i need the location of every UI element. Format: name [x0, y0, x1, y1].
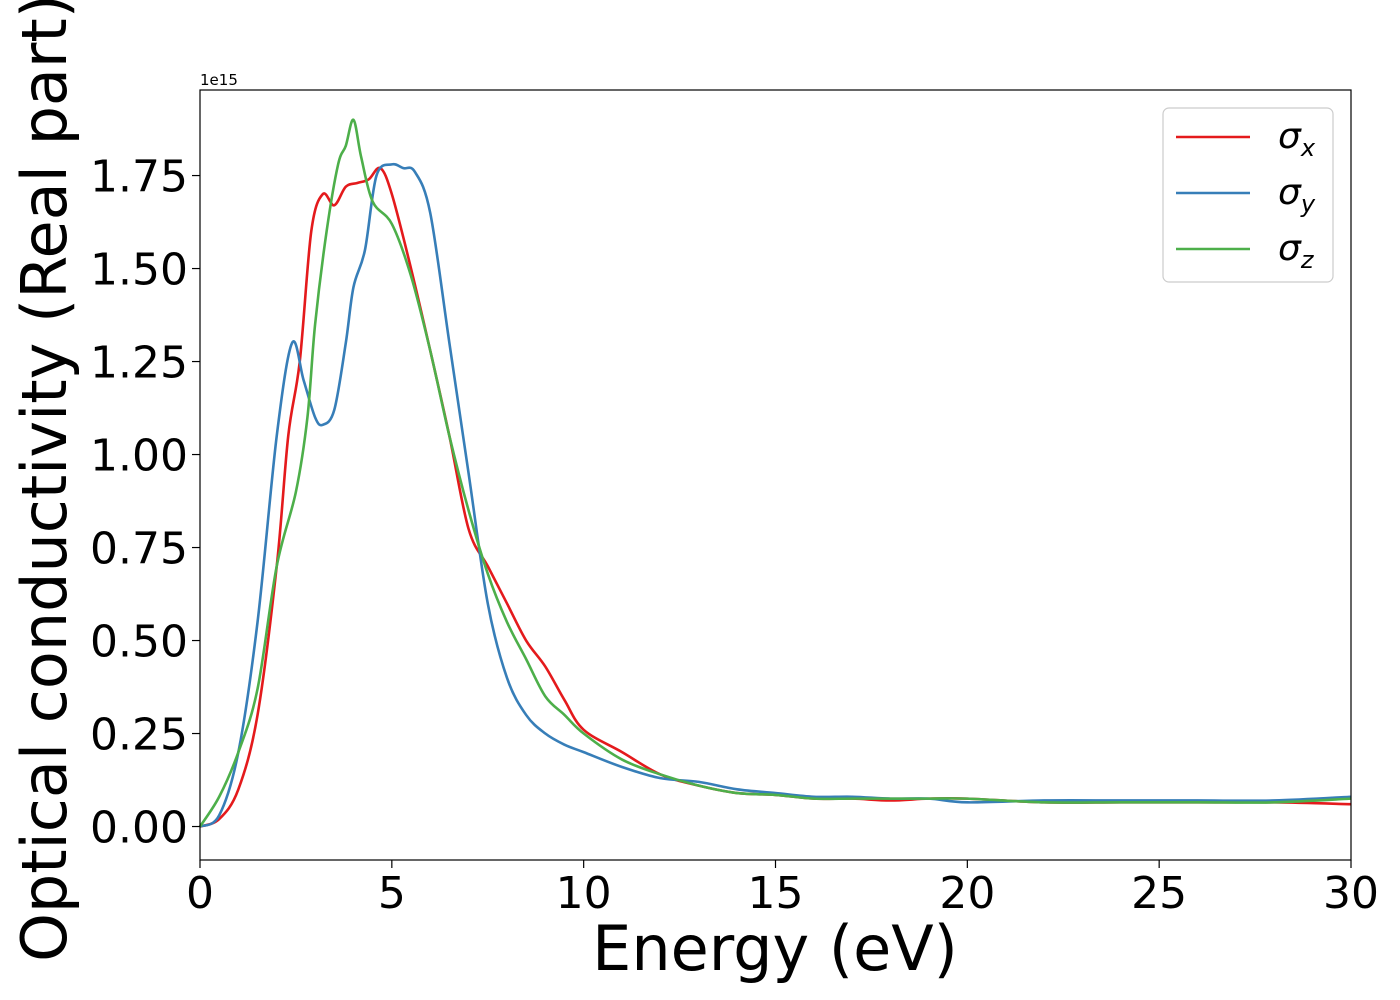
x-axis-label: Energy (eV)	[592, 912, 958, 985]
x-axis: 0 5 10 15 20 25 30	[186, 860, 1379, 919]
y-tick-label: 1.50	[90, 245, 188, 296]
x-tick-label: 25	[1131, 868, 1187, 919]
y-tick-label: 1.00	[90, 431, 188, 482]
y-tick-label: 0.75	[90, 524, 188, 575]
x-tick-label: 10	[556, 868, 612, 919]
y-tick-label: 1.75	[90, 152, 188, 203]
x-tick-label: 5	[378, 868, 406, 919]
x-tick-label: 0	[186, 868, 214, 919]
x-tick-label: 15	[748, 868, 804, 919]
y-tick-label: 0.25	[90, 710, 188, 761]
y-axis: 0.00 0.25 0.50 0.75 1.00 1.25 1.50 1.75	[90, 152, 200, 854]
y-tick-label: 0.00	[90, 803, 188, 854]
y-offset-label: 1e15	[200, 71, 238, 89]
legend-frame	[1162, 107, 1334, 283]
y-tick-label: 1.25	[90, 338, 188, 389]
y-axis-label: Optical conductivity (Real part)	[8, 0, 81, 962]
y-tick-label: 0.50	[90, 617, 188, 668]
x-tick-label: 30	[1323, 868, 1379, 919]
series-line-z	[198, 118, 1352, 828]
x-tick-label: 20	[939, 868, 995, 919]
series-layer	[198, 118, 1352, 828]
